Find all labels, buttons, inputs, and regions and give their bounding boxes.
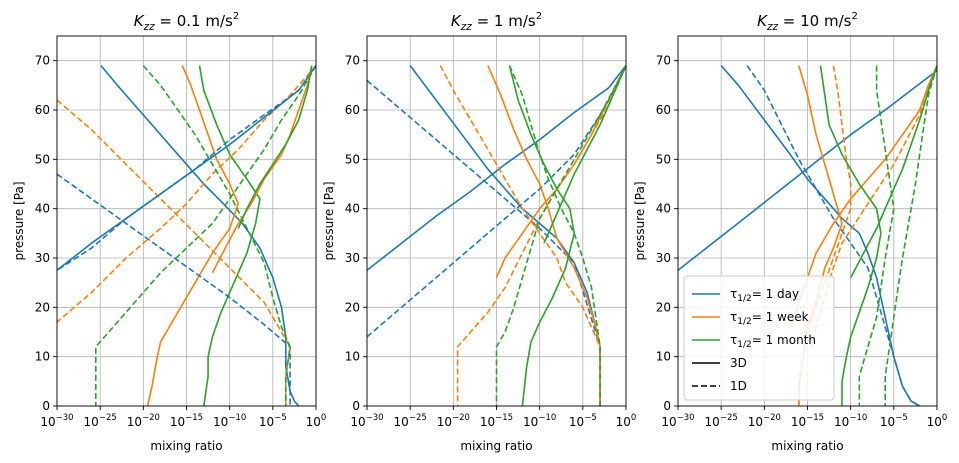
x-tick-label: 10−10	[523, 413, 556, 429]
x-tick-label: 100	[306, 413, 327, 429]
chart-title: Kzz = 1 m/s2	[451, 11, 542, 33]
series-line-2	[720, 65, 921, 406]
chart-title: Kzz = 0.1 m/s2	[134, 11, 239, 33]
y-axis-label: pressure [Pa]	[12, 181, 26, 260]
series-line-12	[237, 65, 313, 229]
x-tick-label: 10−5	[880, 413, 908, 429]
series-line-8	[819, 65, 882, 406]
y-tick-label: 10	[35, 350, 50, 364]
series-line-1	[678, 69, 937, 271]
x-tick-label: 10−25	[705, 413, 738, 429]
x-tick-label: 10−20	[127, 413, 160, 429]
x-tick-label: 10−20	[748, 413, 781, 429]
y-tick-label: 40	[656, 202, 671, 216]
series-line-2	[146, 65, 240, 406]
x-axis-label: mixing ratio	[771, 439, 843, 453]
series-line-7	[439, 65, 601, 406]
subplot-1: 10−30 10−25 10−20 10−15 10−10 10−5 100 0 10 20 30 4…	[12, 11, 326, 453]
series-group	[57, 65, 316, 406]
series-line-11	[211, 65, 313, 274]
x-tick-label: 100	[927, 413, 948, 429]
y-tick-label: 0	[352, 399, 360, 413]
x-tick-label: 10−5	[569, 413, 597, 429]
legend-entry-label: τ1/2= 1 week	[730, 310, 809, 327]
chart-title: Kzz = 10 m/s2	[757, 11, 858, 33]
y-axis-label: pressure [Pa]	[322, 181, 336, 260]
y-tick-label: 30	[35, 251, 50, 265]
legend-entry-label: 3D	[730, 356, 747, 370]
x-tick-label: 10−25	[394, 413, 427, 429]
y-tick-label: 0	[663, 399, 671, 413]
series-line-3	[198, 65, 261, 406]
y-tick-label: 70	[656, 54, 671, 68]
x-tick-label: 10−30	[40, 413, 73, 429]
series-group	[678, 65, 937, 406]
y-tick-label: 20	[656, 300, 671, 314]
legend-entry-label: τ1/2= 1 day	[730, 287, 799, 304]
x-tick-label: 10−15	[170, 413, 203, 429]
y-tick-label: 20	[345, 300, 360, 314]
y-tick-label: 40	[35, 202, 50, 216]
series-line-10	[57, 65, 316, 271]
series-line-9	[142, 65, 291, 406]
x-tick-label: 10−10	[213, 413, 246, 429]
series-line-6	[95, 65, 316, 406]
y-tick-label: 30	[656, 251, 671, 265]
series-line-8	[57, 99, 291, 406]
series-line-7	[57, 173, 291, 406]
y-tick-label: 30	[345, 251, 360, 265]
y-tick-label: 0	[42, 399, 50, 413]
legend-entry-label: τ1/2= 1 month	[730, 333, 816, 350]
x-tick-label: 10−30	[350, 413, 383, 429]
legend-entry-label: 1D	[730, 379, 747, 393]
x-tick-label: 10−25	[84, 413, 117, 429]
y-tick-label: 20	[35, 300, 50, 314]
series-line-12	[495, 65, 626, 406]
series-line-2	[409, 65, 601, 406]
x-axis-label: mixing ratio	[460, 439, 532, 453]
x-tick-label: 10−30	[661, 413, 694, 429]
x-tick-label: 100	[616, 413, 637, 429]
legend-frame	[683, 275, 835, 401]
y-tick-label: 60	[656, 103, 671, 117]
series-line-6	[798, 65, 852, 406]
x-axis-label: mixing ratio	[150, 439, 222, 453]
series-line-9	[849, 65, 937, 279]
series-line-1	[100, 65, 300, 406]
y-tick-label: 10	[656, 350, 671, 364]
subplot-3: 10−30 10−25 10−20 10−15 10−10 10−5 100 0 10 20 30 4…	[633, 11, 947, 453]
y-tick-label: 60	[35, 103, 50, 117]
x-tick-label: 10−15	[480, 413, 513, 429]
y-tick-label: 40	[345, 202, 360, 216]
series-line-7	[811, 65, 937, 347]
series-group	[367, 65, 626, 406]
series-line-5	[487, 65, 601, 406]
y-tick-label: 50	[35, 152, 50, 166]
series-line-10	[543, 65, 626, 244]
y-tick-label: 60	[345, 103, 360, 117]
x-tick-label: 10−20	[437, 413, 470, 429]
y-tick-label: 70	[35, 54, 50, 68]
series-line-10	[858, 65, 895, 406]
subplot-2: 10−30 10−25 10−20 10−15 10−10 10−5 100 0 10 20 30 4…	[322, 11, 636, 453]
legend: τ1/2= 1 day τ1/2= 1 week τ1/2= 1 month 3D 1D	[683, 275, 835, 401]
y-tick-label: 10	[345, 350, 360, 364]
series-line-4	[57, 65, 316, 271]
series-line-8	[456, 65, 626, 406]
series-line-11	[508, 65, 601, 406]
x-tick-label: 10−10	[834, 413, 867, 429]
series-line-3	[746, 65, 921, 406]
series-line-4	[367, 65, 626, 338]
y-tick-label: 70	[345, 54, 360, 68]
y-tick-label: 50	[656, 152, 671, 166]
x-tick-label: 10−15	[791, 413, 824, 429]
y-axis-label: pressure [Pa]	[633, 181, 647, 260]
x-tick-label: 10−5	[259, 413, 287, 429]
series-line-1	[367, 65, 626, 271]
y-tick-label: 50	[345, 152, 360, 166]
